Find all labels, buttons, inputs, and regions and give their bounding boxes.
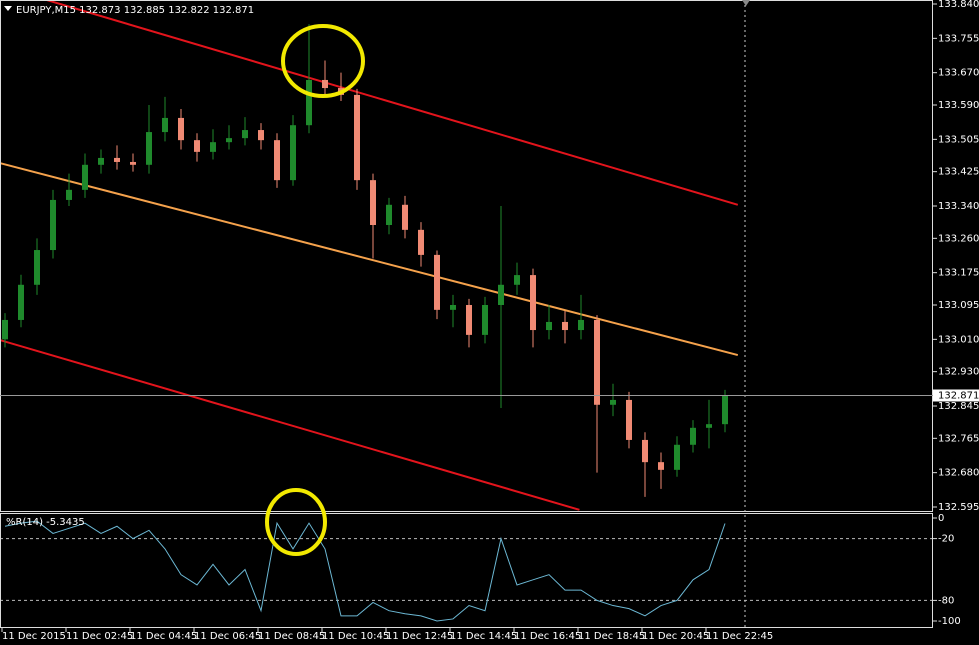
candle-body: [98, 157, 104, 165]
candle-body: [482, 304, 488, 335]
candle-body: [434, 254, 440, 310]
y-tick-label: 133.505: [938, 134, 979, 145]
candle-body: [674, 444, 680, 470]
candle-body: [706, 424, 712, 428]
candle-body: [114, 157, 120, 162]
candle-body: [178, 117, 184, 141]
y-tick-label: 133.175: [938, 268, 979, 279]
last-price-box: [933, 389, 979, 402]
trendline: [46, 1, 739, 206]
candle-body: [578, 319, 584, 331]
y-tick-label: 133.260: [938, 233, 979, 244]
y-tick-label: 132.595: [938, 502, 979, 513]
main-plot: [1, 1, 739, 511]
candle-body: [210, 142, 216, 152]
candle-body: [722, 395, 728, 425]
x-tick-label: 11 Dec 18:45: [578, 631, 645, 642]
candle-body: [418, 229, 424, 255]
y-tick-label: 133.755: [938, 33, 979, 44]
y-tick-label: 133.340: [938, 201, 979, 212]
candle-body: [466, 304, 472, 335]
candle-body: [274, 140, 280, 181]
highlight-circle: [281, 24, 365, 98]
indicator-line: [4, 520, 726, 622]
x-tick-label: 11 Dec 04:45: [130, 631, 197, 642]
indicator-label: %R(14) -5.3435: [6, 517, 85, 528]
candle-body: [402, 204, 408, 230]
y-tick-label: 132.930: [938, 367, 979, 378]
candle-body: [322, 79, 328, 89]
candle-body: [242, 130, 248, 139]
candle-body: [594, 319, 600, 405]
candle-body: [450, 304, 456, 310]
x-tick-label: 11 Dec 22:45: [706, 631, 773, 642]
x-tick-label: 11 Dec 16:45: [514, 631, 581, 642]
candle-body: [354, 94, 360, 181]
menu-arrow: [4, 6, 12, 11]
y-tick-label: -20: [938, 534, 954, 545]
candle-body: [226, 138, 232, 143]
y-tick-label: 133.670: [938, 68, 979, 79]
candle-body: [34, 250, 40, 285]
trendline: [1, 339, 580, 511]
x-tick-label: 11 Dec 10:45: [322, 631, 389, 642]
y-tick-label: 0: [938, 513, 944, 524]
x-tick-label: 11 Dec 08:45: [258, 631, 325, 642]
x-tick-label: 11 Dec 12:45: [386, 631, 453, 642]
candle-body: [258, 130, 264, 141]
candle-body: [370, 180, 376, 225]
candle-body: [690, 427, 696, 445]
candle-body: [194, 140, 200, 152]
y-tick-label: 133.010: [938, 334, 979, 345]
x-tick-label: 11 Dec 06:45: [194, 631, 261, 642]
candle-body: [66, 189, 72, 200]
y-tick-label: 132.845: [938, 401, 979, 412]
trendline: [1, 162, 739, 357]
candle-body: [162, 117, 168, 133]
candle-body: [2, 319, 8, 340]
candle-body: [610, 399, 616, 405]
candle-body: [530, 275, 536, 331]
y-tick-label: 133.840: [938, 0, 979, 10]
chart-title: EURJPY,M15 132.873 132.885 132.822 132.8…: [16, 5, 254, 16]
y-tick-label: 133.425: [938, 167, 979, 178]
cursor-marker: [742, 0, 750, 6]
candle-body: [562, 321, 568, 331]
candle-body: [130, 161, 136, 165]
candle-body: [546, 321, 552, 331]
candle-body: [498, 284, 504, 305]
candle-body: [514, 275, 520, 285]
candle-body: [306, 79, 312, 126]
candle-body: [626, 399, 632, 440]
highlight-circle: [265, 488, 327, 556]
x-tick-label: 11 Dec 02:45: [66, 631, 133, 642]
y-tick-label: -100: [938, 616, 961, 627]
x-tick-label: 11 Dec 20:45: [642, 631, 709, 642]
candle-body: [642, 439, 648, 463]
main-panel-frame: [0, 0, 933, 512]
y-tick-label: 133.095: [938, 300, 979, 311]
candle-body: [146, 132, 152, 165]
candle-body: [18, 284, 24, 320]
candle-body: [386, 204, 392, 225]
plot-area: [1, 1, 932, 622]
candle-body: [82, 164, 88, 190]
y-tick-label: -80: [938, 595, 954, 606]
candle-body: [290, 125, 296, 181]
x-tick-label: 11 Dec 14:45: [450, 631, 517, 642]
x-tick-label: 11 Dec 2015: [2, 631, 66, 642]
y-tick-label: 132.765: [938, 433, 979, 444]
candle-body: [658, 462, 664, 470]
last-price-label: 132.871: [938, 390, 979, 401]
candle-body: [50, 199, 56, 251]
indicator-panel-frame: [0, 513, 933, 628]
y-tick-label: 132.680: [938, 468, 979, 479]
indicator-plot: [1, 520, 932, 622]
y-tick-label: 133.590: [938, 100, 979, 111]
